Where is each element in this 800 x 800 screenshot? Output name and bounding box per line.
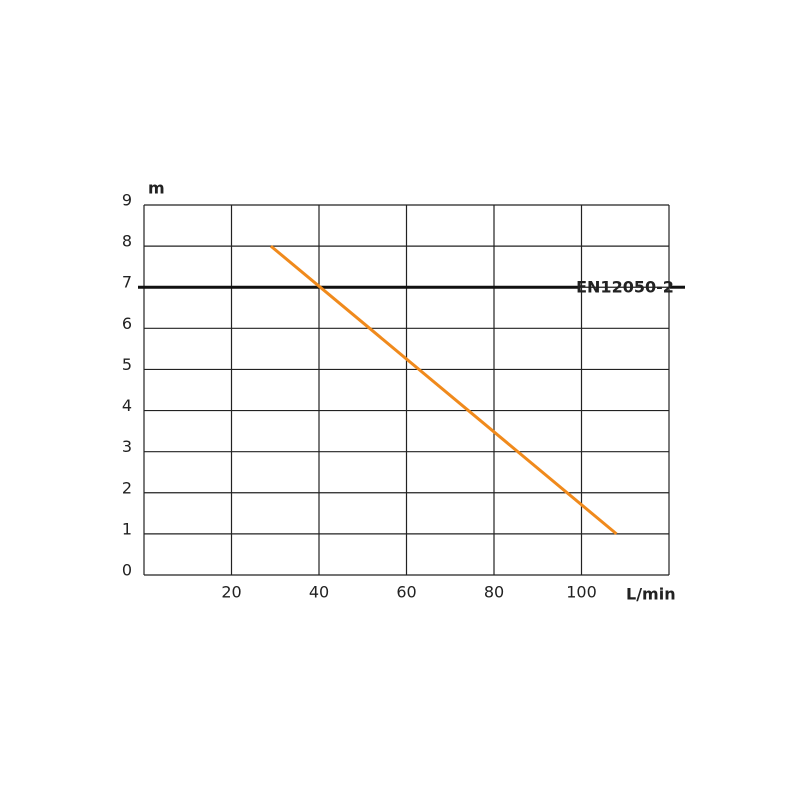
y-tick-label: 6	[122, 314, 132, 333]
x-tick-label: 20	[221, 583, 241, 602]
reference-label: EN12050-2	[576, 278, 674, 297]
y-tick-label: 0	[122, 561, 132, 580]
y-tick-label: 4	[122, 396, 132, 415]
y-tick-label: 9	[122, 191, 132, 210]
y-axis-label: m	[148, 179, 165, 198]
y-tick-label: 7	[122, 273, 132, 292]
y-tick-label: 2	[122, 478, 132, 497]
data-line	[269, 244, 618, 536]
x-axis-label: L/min	[626, 585, 676, 604]
x-tick-label: 60	[396, 583, 416, 602]
y-tick-label: 1	[122, 519, 132, 538]
y-tick-label: 8	[122, 232, 132, 251]
y-tick-label: 5	[122, 355, 132, 374]
y-tick-label: 3	[122, 437, 132, 456]
x-tick-label: 80	[484, 583, 504, 602]
x-tick-label: 40	[309, 583, 329, 602]
x-tick-label: 100	[566, 583, 597, 602]
